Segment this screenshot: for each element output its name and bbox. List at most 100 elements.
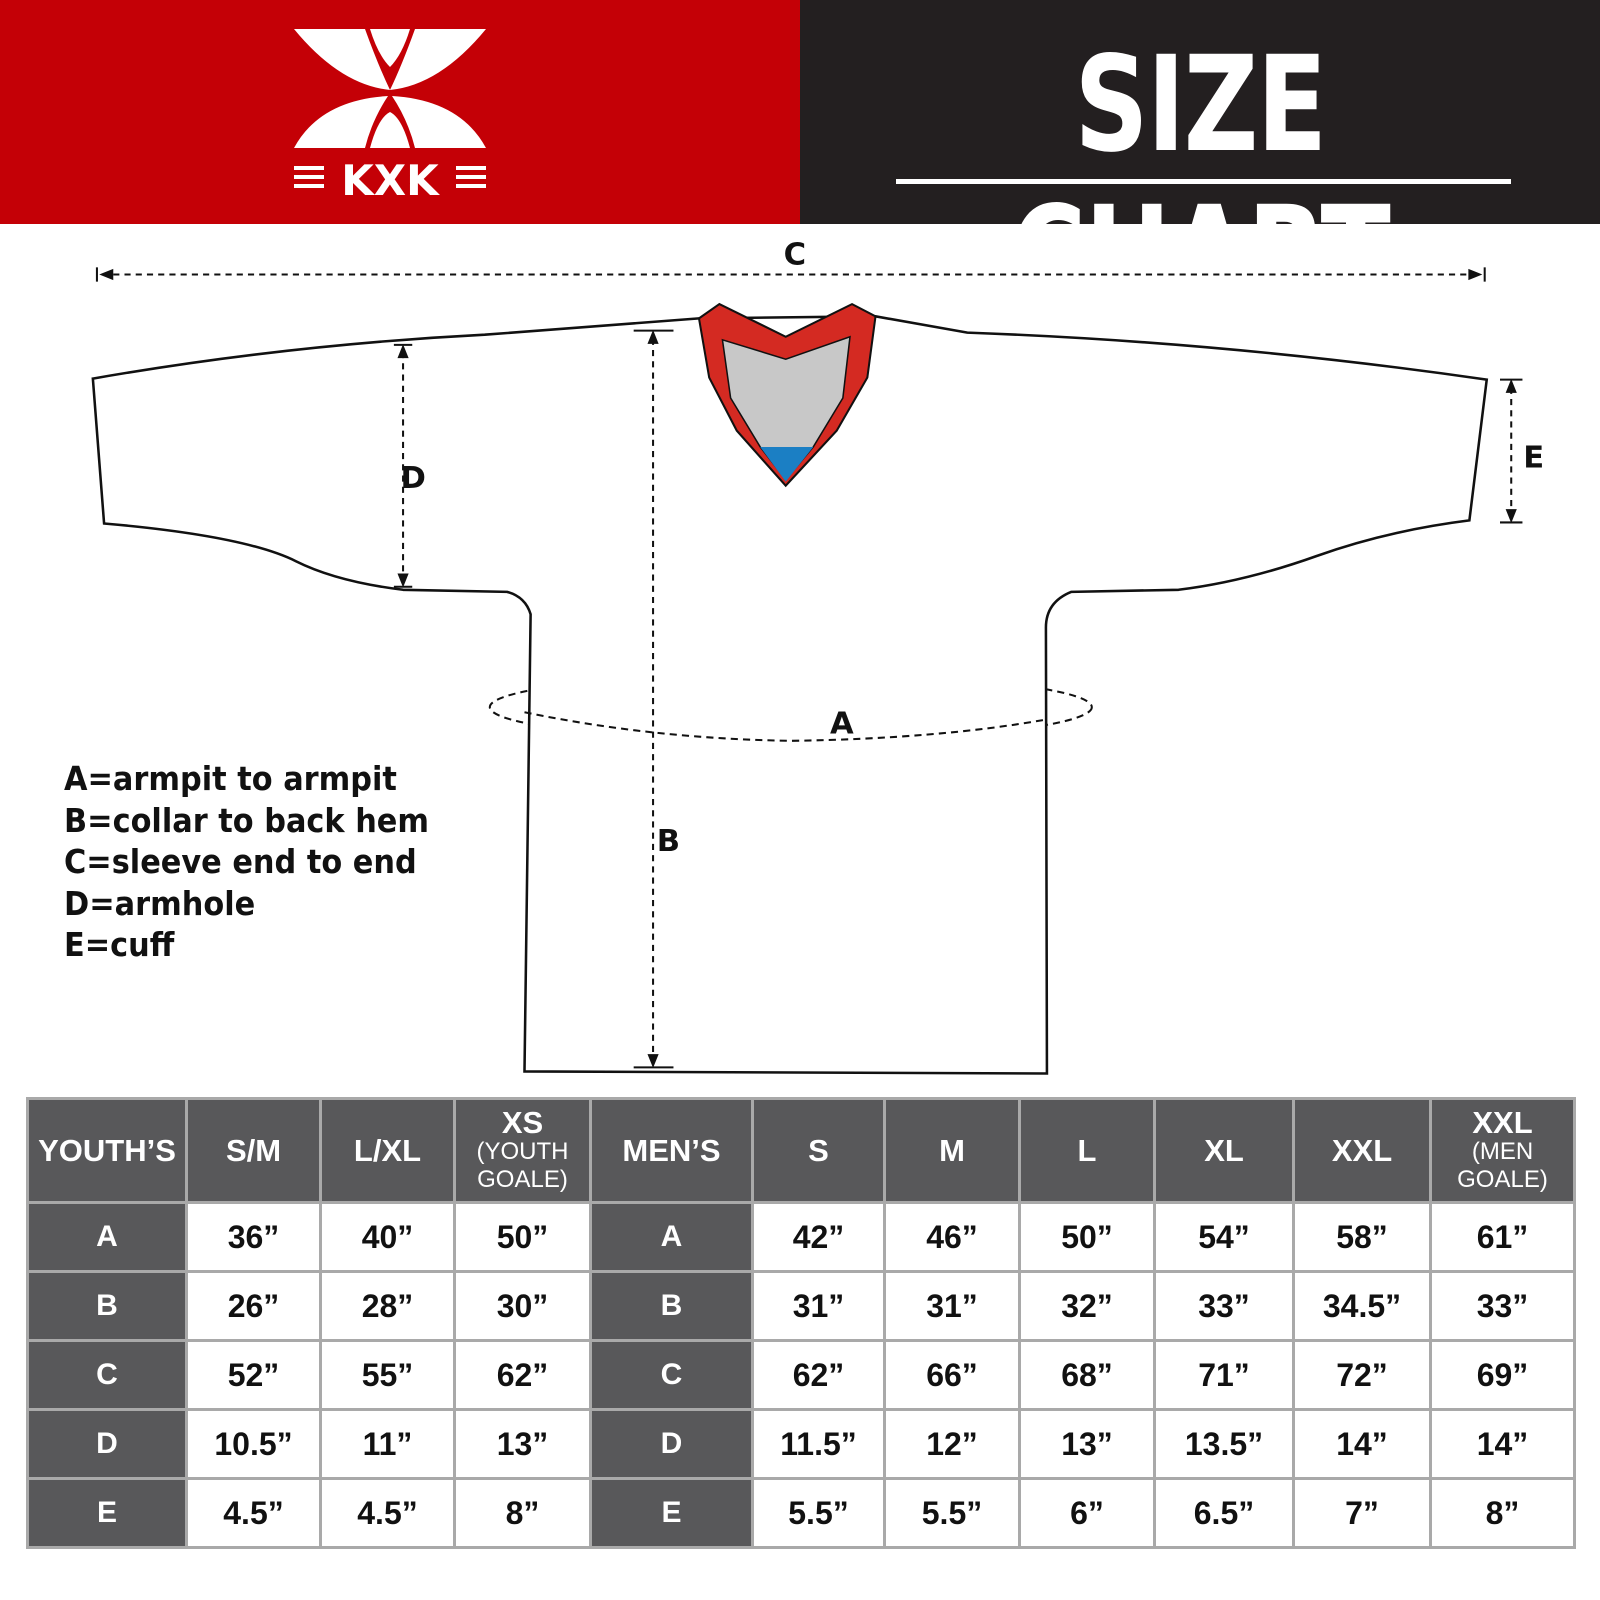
header-label: XS	[501, 1104, 544, 1140]
header-label: S/M	[225, 1132, 282, 1168]
dimension-e-line	[1500, 378, 1523, 524]
table-row: C 52” 55” 62” C 62” 66” 68” 71” 72” 69”	[26, 1339, 1576, 1411]
legend-item: C=sleeve end to end	[64, 842, 417, 881]
table-row: D 10.5” 11” 13” D 11.5” 12” 13” 13.5” 14” 14”	[26, 1408, 1576, 1480]
label-b: B	[657, 824, 680, 859]
youth-value-cell: 11”	[319, 1408, 456, 1480]
dimension-b-line	[633, 329, 674, 1069]
header-label: MEN’S	[622, 1132, 721, 1168]
logo-text: KXK	[341, 156, 440, 205]
collar-tag	[760, 446, 814, 482]
men-value-cell: 14”	[1292, 1408, 1432, 1480]
table-row: B 26” 28” 30” B 31” 31” 32” 33” 34.5” 33”	[26, 1270, 1576, 1342]
header-label: XL	[1204, 1132, 1244, 1168]
row-label: A	[26, 1201, 188, 1273]
men-value-cell: 58”	[1292, 1201, 1432, 1273]
header-label: YOUTH’S	[38, 1132, 176, 1168]
youth-value-cell: 52”	[185, 1339, 322, 1411]
table-row: A 36” 40” 50” A 42” 46” 50” 54” 58” 61”	[26, 1201, 1576, 1273]
men-value-cell: 6.5”	[1153, 1477, 1295, 1549]
title-underline	[896, 179, 1511, 184]
men-value-cell: 5.5”	[751, 1477, 886, 1549]
men-value-cell: 31”	[751, 1270, 886, 1342]
table-row: E 4.5” 4.5” 8” E 5.5” 5.5” 6” 6.5” 7” 8”	[26, 1477, 1576, 1549]
youth-size-header: XS (YOUTH GOALE)	[453, 1097, 592, 1204]
men-value-cell: 54”	[1153, 1201, 1295, 1273]
men-value-cell: 32”	[1018, 1270, 1156, 1342]
header-label: L/XL	[353, 1132, 422, 1168]
men-size-header: XXL	[1292, 1097, 1432, 1204]
header-label: XXL	[1472, 1104, 1533, 1140]
men-header: MEN’S	[589, 1097, 754, 1204]
row-label: A	[589, 1201, 754, 1273]
brand-banner: KXK	[0, 0, 800, 224]
size-table: YOUTH’S S/M L/XL XS (YOUTH GOALE) MEN’S S M L XL X…	[26, 1097, 1576, 1549]
row-label: D	[26, 1408, 188, 1480]
men-size-header: M	[883, 1097, 1021, 1204]
youth-value-cell: 4.5”	[319, 1477, 456, 1549]
legend-item: B=collar to back hem	[64, 800, 430, 840]
row-label: B	[26, 1270, 188, 1342]
men-value-cell: 46”	[883, 1201, 1021, 1273]
men-value-cell: 72”	[1292, 1339, 1432, 1411]
label-d: D	[401, 461, 426, 496]
men-value-cell: 7”	[1292, 1477, 1432, 1549]
label-e: E	[1523, 440, 1544, 475]
youth-value-cell: 30”	[453, 1270, 592, 1342]
men-value-cell: 61”	[1429, 1201, 1576, 1273]
row-label: B	[589, 1270, 754, 1342]
men-value-cell: 66”	[883, 1339, 1021, 1411]
youth-value-cell: 40”	[319, 1201, 456, 1273]
youth-value-cell: 62”	[453, 1339, 592, 1411]
youth-size-header: S/M	[185, 1097, 322, 1204]
header-label: XXL	[1331, 1132, 1393, 1168]
table-header-row: YOUTH’S S/M L/XL XS (YOUTH GOALE) MEN’S S M L XL X…	[26, 1097, 1576, 1204]
men-value-cell: 31”	[883, 1270, 1021, 1342]
legend-item: E=cuff	[64, 925, 175, 964]
men-size-header: L	[1018, 1097, 1156, 1204]
kxk-logo: KXK	[294, 29, 486, 205]
label-c: C	[784, 237, 806, 272]
men-value-cell: 50”	[1018, 1201, 1156, 1273]
men-value-cell: 13.5”	[1153, 1408, 1295, 1480]
row-label: D	[589, 1408, 754, 1480]
row-label: C	[589, 1339, 754, 1411]
men-value-cell: 62”	[751, 1339, 886, 1411]
men-value-cell: 68”	[1018, 1339, 1156, 1411]
measurement-legend: A=armpit to armpit B=collar to back hem …	[64, 758, 461, 966]
title-banner	[800, 0, 1600, 224]
header-sublabel: (MEN GOALE)	[1457, 1137, 1548, 1193]
legend-item: A=armpit to armpit	[64, 759, 397, 798]
youth-value-cell: 36”	[185, 1201, 322, 1273]
men-size-header: S	[751, 1097, 886, 1204]
men-value-cell: 69”	[1429, 1339, 1576, 1411]
jersey-outline	[91, 315, 1489, 1075]
legend-item: D=armhole	[64, 883, 256, 923]
header-sublabel: (YOUTH GOALE)	[476, 1137, 569, 1193]
youth-value-cell: 55”	[319, 1339, 456, 1411]
page-title: SIZE CHART	[1010, 28, 1391, 332]
men-value-cell: 71”	[1153, 1339, 1295, 1411]
men-value-cell: 14”	[1429, 1408, 1576, 1480]
youth-value-cell: 28”	[319, 1270, 456, 1342]
men-value-cell: 6”	[1018, 1477, 1156, 1549]
youth-size-header: L/XL	[319, 1097, 456, 1204]
header-label: S	[808, 1132, 829, 1168]
men-value-cell: 33”	[1153, 1270, 1295, 1342]
dimension-c-line	[95, 267, 1486, 282]
row-label: E	[26, 1477, 188, 1549]
row-label: C	[26, 1339, 188, 1411]
men-value-cell: 11.5”	[751, 1408, 886, 1480]
dimension-d-line	[393, 343, 413, 588]
men-value-cell: 13”	[1018, 1408, 1156, 1480]
youth-value-cell: 13”	[453, 1408, 592, 1480]
youth-value-cell: 4.5”	[185, 1477, 322, 1549]
men-size-header: XXL (MEN GOALE)	[1429, 1097, 1576, 1204]
men-value-cell: 12”	[883, 1408, 1021, 1480]
youth-value-cell: 8”	[453, 1477, 592, 1549]
youth-header: YOUTH’S	[26, 1097, 188, 1204]
youth-value-cell: 10.5”	[185, 1408, 322, 1480]
men-size-header: XL	[1153, 1097, 1295, 1204]
men-value-cell: 5.5”	[883, 1477, 1021, 1549]
row-label: E	[589, 1477, 754, 1549]
